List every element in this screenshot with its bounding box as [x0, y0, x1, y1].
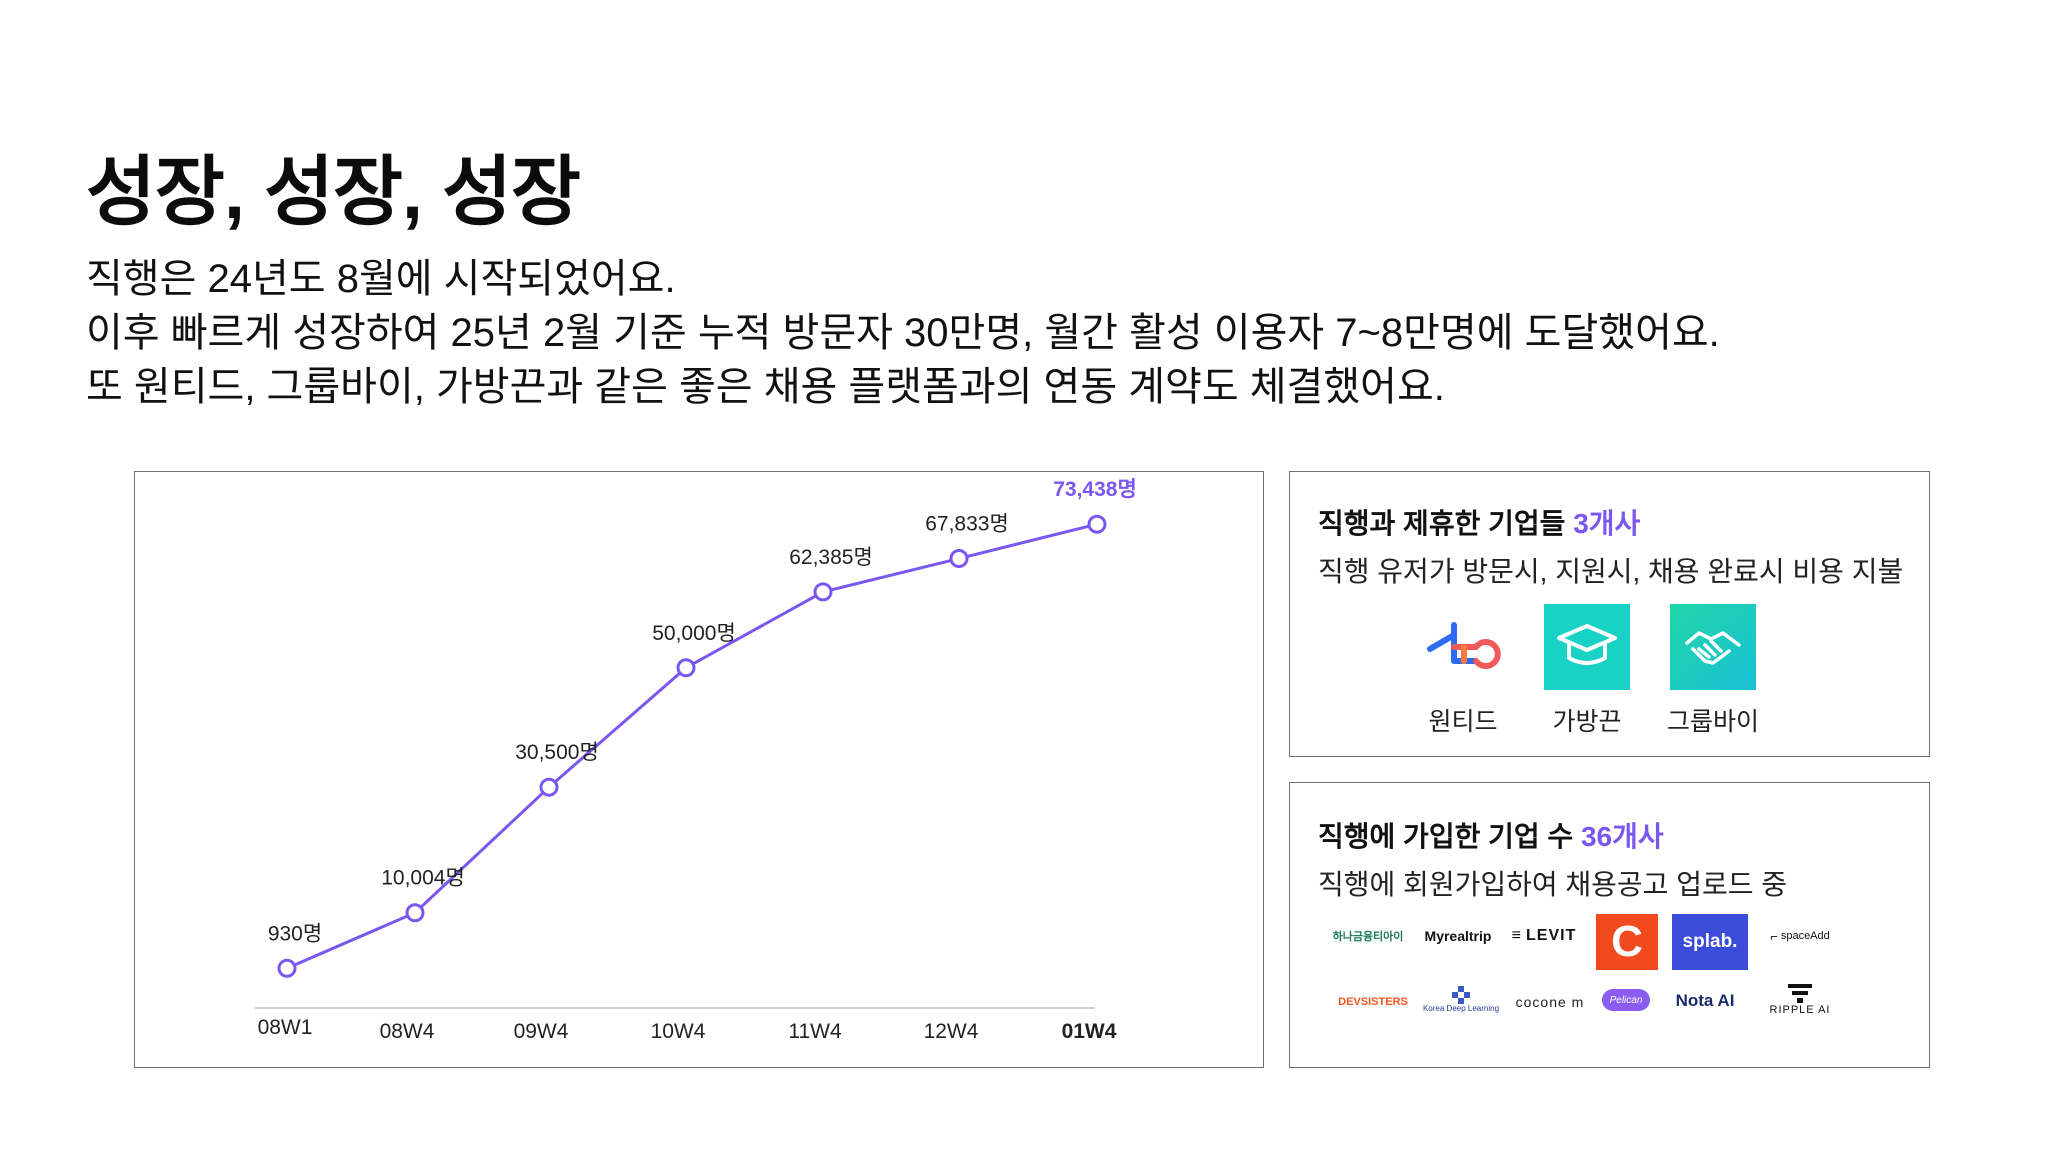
- growth-line-chart: 930명 08W1 10,004명 08W4 30,500명 09W4 50,000명 10W…: [255, 478, 1137, 1043]
- data-point: [277, 958, 297, 978]
- handshake-icon: [1670, 604, 1756, 690]
- wanted-logo-icon: [1420, 604, 1506, 690]
- partner-gabangkkeun: 가방끈: [1527, 604, 1647, 738]
- x-tick-label: 11W4: [788, 1020, 842, 1043]
- member-logo-kdl: Korea Deep Learning: [1422, 979, 1500, 1019]
- intro-line-2: 이후 빠르게 성장하여 25년 2월 기준 누적 방문자 30만명, 월간 활성…: [86, 311, 1720, 355]
- data-point: [813, 582, 833, 602]
- partner-title-text: 직행과 제휴한 기업들: [1318, 508, 1574, 539]
- member-logo-c-text: C: [1611, 917, 1643, 966]
- x-tick-label: 01W4: [1062, 1020, 1117, 1043]
- intro-text: 직행은 24년도 8월에 시작되었어요. 이후 빠르게 성장하여 25년 2월 …: [86, 252, 1720, 414]
- member-logo-ripple-text: RIPPLE AI: [1769, 1004, 1831, 1016]
- partner-title: 직행과 제휴한 기업들 3개사: [1318, 502, 1640, 542]
- member-logo-pelican: Pelican: [1602, 989, 1650, 1011]
- data-label: 10,004명: [381, 867, 465, 890]
- member-logo-devsisters-text: DEVSISTERS: [1338, 996, 1408, 1008]
- data-point: [1087, 514, 1107, 534]
- x-tick-label: 08W1: [258, 1016, 313, 1039]
- partner-subtitle: 직행 유저가 방문시, 지원시, 채용 완료시 비용 지불: [1318, 556, 1904, 587]
- member-logo-cocone-text: cocone m: [1515, 994, 1585, 1010]
- member-logo-myrealtrip-text: Myrealtrip: [1424, 928, 1492, 944]
- data-label: 50,000명: [652, 622, 736, 645]
- member-logo-cocone: cocone m: [1510, 987, 1590, 1017]
- member-logo-levit-text: LEVIT: [1526, 927, 1577, 944]
- growth-chart-card: 930명 08W1 10,004명 08W4 30,500명 09W4 50,000명 10W…: [134, 471, 1264, 1068]
- graduation-cap-icon: [1544, 604, 1630, 690]
- series-line: [286, 522, 1098, 970]
- data-label: 62,385명: [789, 546, 873, 569]
- member-logo-splab: splab.: [1672, 914, 1748, 970]
- member-logo-devsisters: DEVSISTERS: [1328, 987, 1418, 1017]
- member-logo-kdl-text: Korea Deep Learning: [1422, 1003, 1500, 1013]
- member-logo-hana: 하나금융티아이: [1328, 921, 1408, 951]
- member-logo-ripple: RIPPLE AI: [1760, 975, 1840, 1023]
- partner-wanted: 원티드: [1403, 604, 1523, 738]
- partner-companies-card: 직행과 제휴한 기업들 3개사 직행 유저가 방문시, 지원시, 채용 완료시 …: [1289, 471, 1930, 757]
- data-point: [405, 903, 425, 923]
- member-logo-spaceadd-text: spaceAdd: [1780, 930, 1830, 942]
- member-logo-myrealtrip: Myrealtrip: [1418, 921, 1498, 951]
- x-tick-label: 09W4: [514, 1020, 569, 1043]
- member-logo-nota: Nota AI: [1662, 985, 1748, 1017]
- member-logo-spaceadd: ⌐ spaceAdd: [1760, 921, 1840, 951]
- intro-line-3: 또 원티드, 그룹바이, 가방끈과 같은 좋은 채용 플랫폼과의 연동 계약도 …: [86, 365, 1445, 409]
- member-title-text: 직행에 가입한 기업 수: [1318, 821, 1581, 852]
- member-logo-pelican-text: Pelican: [1609, 994, 1643, 1006]
- member-subtitle: 직행에 회원가입하여 채용공고 업로드 중: [1318, 869, 1788, 900]
- data-label: 930명: [268, 922, 322, 945]
- partner-groupby: 그룹바이: [1653, 604, 1773, 738]
- data-label: 73,438명: [1053, 478, 1137, 501]
- data-point: [539, 777, 559, 797]
- partner-label-groupby: 그룹바이: [1666, 708, 1759, 736]
- data-label: 30,500명: [515, 741, 599, 764]
- member-logo-splab-text: splab.: [1682, 931, 1738, 952]
- partner-count: 3개사: [1573, 508, 1641, 539]
- member-title: 직행에 가입한 기업 수 36개사: [1318, 815, 1664, 855]
- ripple-mark-icon: [1788, 984, 1812, 1003]
- data-point: [949, 549, 969, 569]
- intro-line-1: 직행은 24년도 8월에 시작되었어요.: [86, 257, 676, 301]
- kdl-mark-icon: [1452, 985, 1470, 1004]
- x-tick-label: 12W4: [924, 1020, 979, 1043]
- member-count: 36개사: [1580, 821, 1664, 852]
- page-title: 성장, 성장, 성장: [86, 150, 581, 235]
- data-label: 67,833명: [925, 513, 1009, 536]
- member-logo-levit: ≡ LEVIT: [1506, 921, 1582, 951]
- levit-mark-icon: ≡: [1511, 927, 1522, 944]
- partner-label-wanted: 원티드: [1428, 708, 1498, 736]
- member-logo-nota-text: Nota AI: [1675, 991, 1735, 1010]
- member-companies-card: 직행에 가입한 기업 수 36개사 직행에 회원가입하여 채용공고 업로드 중 …: [1289, 782, 1930, 1068]
- member-logo-c: C: [1596, 914, 1658, 970]
- member-logo-hana-text: 하나금융티아이: [1332, 931, 1404, 943]
- x-tick-label: 10W4: [651, 1020, 706, 1043]
- data-point: [676, 658, 696, 678]
- spaceadd-mark-icon: ⌐: [1770, 928, 1778, 944]
- partner-label-gabangkkeun: 가방끈: [1552, 708, 1622, 736]
- x-tick-label: 08W4: [380, 1020, 435, 1043]
